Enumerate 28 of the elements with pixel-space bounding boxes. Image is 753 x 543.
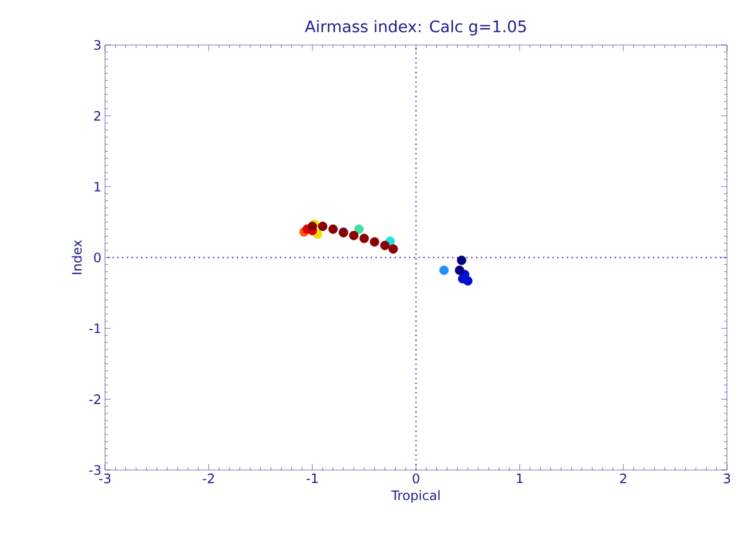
x-tick-label: 2 [620, 474, 626, 484]
point [308, 222, 318, 232]
y-tick-label: 3 [94, 40, 100, 50]
y-axis-title: Index [72, 240, 82, 274]
point [370, 237, 380, 247]
x-axis-title: Tropical [391, 490, 440, 503]
y-tick-label: -3 [89, 465, 100, 475]
y-tick-label: 0 [94, 252, 101, 262]
point [456, 256, 466, 266]
point [454, 266, 464, 275]
point [388, 244, 398, 254]
y-tick-label: -1 [89, 324, 100, 334]
point [380, 240, 390, 250]
point [354, 224, 364, 234]
y-tick-label: 2 [94, 111, 100, 121]
y-tick-label: -2 [89, 394, 100, 404]
x-tick-label: -1 [306, 474, 318, 483]
chart-title: Airmass index: Calc g=1.05 [304, 20, 526, 36]
y-tick-label: 1 [94, 182, 100, 192]
x-tick-label: -2 [202, 474, 214, 484]
x-tick-label: 3 [724, 474, 730, 484]
point [349, 230, 358, 240]
x-tick-label: 0 [412, 474, 420, 484]
x-tick-label: 1 [516, 474, 523, 483]
point [439, 266, 449, 275]
point [328, 224, 338, 234]
point [318, 222, 328, 232]
point [359, 234, 369, 244]
